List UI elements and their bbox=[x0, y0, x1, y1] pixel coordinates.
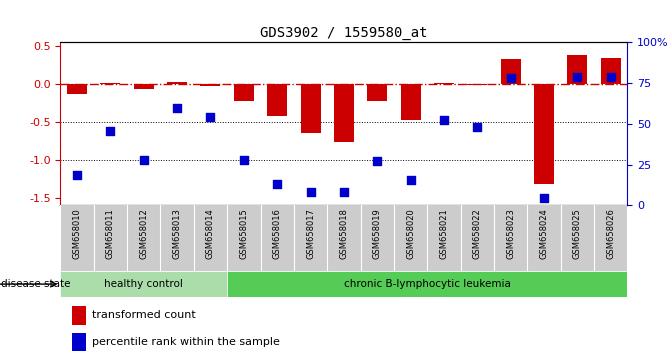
Text: GSM658026: GSM658026 bbox=[606, 209, 615, 259]
Bar bbox=[227, 271, 627, 297]
Text: GSM658010: GSM658010 bbox=[72, 209, 82, 259]
Bar bbox=[601, 58, 621, 84]
Text: GSM658017: GSM658017 bbox=[306, 209, 315, 259]
Bar bbox=[72, 306, 86, 325]
Point bbox=[505, 75, 516, 81]
Point bbox=[338, 189, 349, 194]
Bar bbox=[301, 84, 321, 133]
Text: GSM658015: GSM658015 bbox=[240, 209, 248, 259]
Point bbox=[205, 115, 216, 120]
Bar bbox=[534, 84, 554, 184]
Point bbox=[439, 118, 450, 123]
Bar bbox=[434, 82, 454, 84]
Text: GSM658014: GSM658014 bbox=[206, 209, 215, 259]
Text: GSM658016: GSM658016 bbox=[272, 209, 282, 259]
Point bbox=[172, 105, 183, 111]
Point bbox=[605, 74, 616, 79]
Bar bbox=[134, 84, 154, 90]
Bar bbox=[201, 84, 221, 86]
Point bbox=[472, 125, 482, 130]
Bar bbox=[167, 82, 187, 84]
Point bbox=[105, 128, 116, 134]
Bar bbox=[234, 84, 254, 101]
Bar bbox=[467, 84, 487, 85]
Bar bbox=[67, 84, 87, 94]
Point bbox=[372, 158, 382, 164]
Point bbox=[572, 74, 582, 79]
Text: GSM658012: GSM658012 bbox=[140, 209, 148, 259]
Point bbox=[539, 195, 550, 201]
Text: GSM658020: GSM658020 bbox=[406, 209, 415, 259]
Text: GSM658024: GSM658024 bbox=[539, 209, 548, 259]
Point bbox=[305, 189, 316, 194]
Point bbox=[238, 157, 249, 163]
Bar bbox=[568, 55, 587, 84]
Point bbox=[272, 181, 282, 187]
Text: GSM658011: GSM658011 bbox=[106, 209, 115, 259]
Text: healthy control: healthy control bbox=[104, 279, 183, 289]
Bar bbox=[72, 333, 86, 351]
Bar bbox=[501, 59, 521, 84]
Bar bbox=[60, 271, 227, 297]
Title: GDS3902 / 1559580_at: GDS3902 / 1559580_at bbox=[260, 26, 427, 40]
Text: GSM658023: GSM658023 bbox=[506, 209, 515, 259]
Text: percentile rank within the sample: percentile rank within the sample bbox=[91, 337, 279, 347]
Text: disease state: disease state bbox=[1, 279, 70, 289]
Bar bbox=[367, 84, 387, 101]
Point bbox=[72, 172, 83, 178]
Text: GSM658018: GSM658018 bbox=[340, 209, 348, 259]
Bar bbox=[267, 84, 287, 116]
Point bbox=[138, 157, 149, 163]
Text: GSM658025: GSM658025 bbox=[573, 209, 582, 259]
Text: GSM658013: GSM658013 bbox=[172, 209, 182, 259]
Text: GSM658022: GSM658022 bbox=[473, 209, 482, 259]
Text: GSM658019: GSM658019 bbox=[372, 209, 382, 259]
Text: GSM658021: GSM658021 bbox=[440, 209, 448, 259]
Text: transformed count: transformed count bbox=[91, 310, 195, 320]
Point bbox=[405, 177, 416, 183]
Bar bbox=[334, 84, 354, 142]
Bar bbox=[401, 84, 421, 120]
Text: chronic B-lymphocytic leukemia: chronic B-lymphocytic leukemia bbox=[344, 279, 511, 289]
